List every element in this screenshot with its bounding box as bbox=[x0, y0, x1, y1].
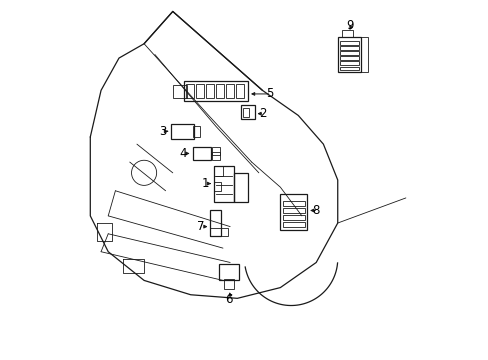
Bar bbox=[185, 84, 194, 98]
Bar bbox=[192, 126, 200, 137]
Bar bbox=[214, 166, 223, 176]
Bar bbox=[215, 84, 224, 98]
Bar bbox=[282, 222, 305, 227]
Bar bbox=[280, 194, 306, 230]
Text: 8: 8 bbox=[312, 204, 319, 217]
Bar bbox=[223, 279, 234, 289]
Bar bbox=[172, 85, 187, 98]
Text: 1: 1 bbox=[201, 177, 208, 190]
Bar bbox=[341, 30, 352, 37]
Bar bbox=[210, 211, 221, 235]
Bar bbox=[360, 37, 367, 72]
Text: 6: 6 bbox=[225, 293, 232, 306]
Bar bbox=[211, 152, 220, 160]
Bar bbox=[242, 108, 249, 117]
Bar bbox=[210, 228, 228, 235]
Bar bbox=[339, 56, 359, 60]
Bar bbox=[211, 147, 220, 154]
Bar bbox=[233, 173, 247, 202]
Bar bbox=[339, 41, 359, 45]
Bar bbox=[195, 84, 203, 98]
Bar bbox=[282, 208, 305, 213]
Bar bbox=[337, 37, 360, 72]
Bar bbox=[241, 105, 254, 119]
Text: 2: 2 bbox=[258, 107, 265, 120]
Bar bbox=[183, 81, 247, 101]
Bar bbox=[214, 166, 233, 202]
Bar bbox=[205, 84, 214, 98]
Bar bbox=[225, 84, 234, 98]
Text: 9: 9 bbox=[345, 19, 353, 32]
Bar bbox=[339, 51, 359, 55]
Bar bbox=[192, 147, 211, 160]
Text: 7: 7 bbox=[197, 220, 204, 233]
Bar bbox=[339, 46, 359, 50]
Bar bbox=[171, 124, 194, 139]
Bar bbox=[282, 215, 305, 220]
Bar bbox=[219, 264, 239, 280]
Text: 5: 5 bbox=[265, 87, 273, 100]
Bar bbox=[339, 67, 359, 70]
Text: 3: 3 bbox=[159, 125, 166, 138]
Bar bbox=[235, 84, 244, 98]
Bar bbox=[214, 182, 221, 191]
Text: 4: 4 bbox=[180, 147, 187, 160]
Bar bbox=[339, 62, 359, 65]
Bar bbox=[282, 201, 305, 206]
